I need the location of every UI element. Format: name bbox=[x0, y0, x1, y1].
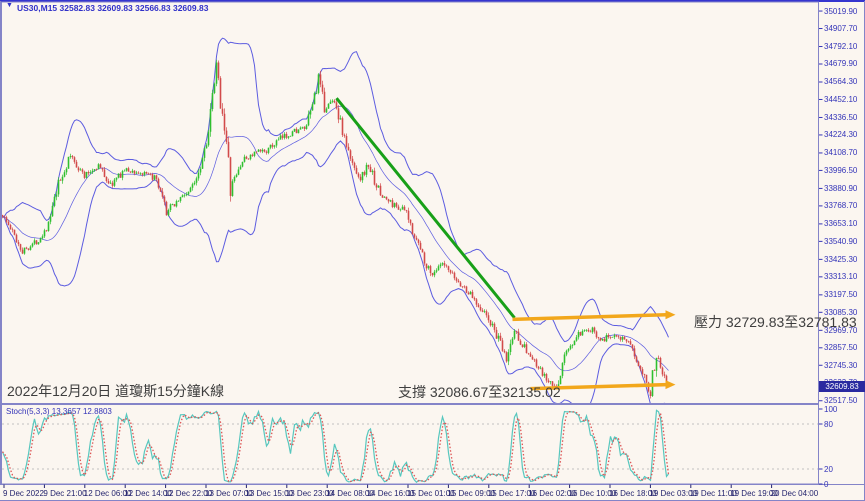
time-axis-label: 16 Dec 02:00 bbox=[528, 489, 576, 498]
price-axis-label: 33540.90 bbox=[824, 236, 858, 246]
stoch-plot-group bbox=[2, 409, 670, 484]
stoch-axis-label: 80 bbox=[824, 419, 833, 429]
price-axis-label: 34679.90 bbox=[824, 59, 858, 69]
time-axis-label: 13 Dec 23:00 bbox=[285, 489, 334, 498]
price-axis-label: 33880.90 bbox=[824, 183, 858, 193]
stoch-pane-frame bbox=[1, 404, 819, 485]
price-axis-label: 33425.30 bbox=[824, 254, 858, 264]
main-plot-group bbox=[2, 37, 676, 403]
time-axis-label: 9 Dec 21:00 bbox=[43, 489, 87, 498]
resistance-annotation: 壓力 32729.83至32781.83 bbox=[694, 314, 857, 330]
price-axis-label: 34336.50 bbox=[824, 112, 858, 122]
stoch-axis-label: 20 bbox=[824, 464, 833, 474]
bollinger-lower-line bbox=[2, 140, 666, 403]
time-axis-label: 19 Dec 11:00 bbox=[689, 489, 737, 498]
time-axis-label: 14 Dec 08:00 bbox=[326, 489, 374, 498]
candle-wicks-up bbox=[24, 59, 657, 397]
time-axis-label: 15 Dec 01:00 bbox=[407, 489, 455, 498]
stoch-d-line bbox=[2, 410, 670, 483]
price-axis-label: 34224.30 bbox=[824, 130, 858, 140]
time-axis-label: 16 Dec 10:00 bbox=[568, 489, 617, 498]
time-axis-label: 20 Dec 04:00 bbox=[770, 489, 819, 498]
time-axis-label: 19 Dec 03:00 bbox=[649, 489, 697, 498]
price-axis-label: 33996.50 bbox=[824, 165, 858, 175]
time-axis-label: 19 Dec 19:00 bbox=[730, 489, 778, 498]
date-annotation: 2022年12月20日 道瓊斯15分鐘K線 bbox=[7, 383, 225, 399]
time-axis-label: 12 Dec 22:00 bbox=[164, 489, 213, 498]
price-axis-label: 32745.30 bbox=[824, 360, 858, 370]
main-pane-frame bbox=[1, 1, 819, 404]
bollinger-middle-line bbox=[2, 105, 669, 372]
price-axis-label: 34792.10 bbox=[824, 42, 858, 52]
price-axis-label: 33313.10 bbox=[824, 272, 858, 282]
support-line-arrowhead bbox=[665, 380, 676, 390]
time-axis-label: 9 Dec 2022 bbox=[3, 489, 44, 498]
time-axis-label: 16 Dec 18:00 bbox=[609, 489, 657, 498]
price-axis-label: 32857.50 bbox=[824, 343, 858, 353]
support-line[interactable] bbox=[530, 382, 667, 391]
price-axis-label: 33653.10 bbox=[824, 219, 858, 229]
candle-bodies-down bbox=[2, 62, 670, 396]
stoch-k-line bbox=[2, 409, 669, 484]
bollinger-upper-line bbox=[2, 37, 669, 343]
chart-title-ohlc: US30,M15 32582.83 32609.83 32566.83 3260… bbox=[17, 3, 209, 13]
time-axis-label: 15 Dec 09:00 bbox=[447, 489, 495, 498]
resistance-line-arrowhead bbox=[665, 310, 676, 320]
stochastic-indicator-label: Stoch(5,3,3) 13.3657 12.8803 bbox=[6, 407, 112, 416]
trendline[interactable] bbox=[335, 97, 516, 319]
time-axis-label: 12 Dec 14:00 bbox=[124, 489, 172, 498]
price-axis-label: 34108.70 bbox=[824, 148, 858, 158]
price-axis-label: 34452.10 bbox=[824, 94, 858, 104]
time-axis-label: 12 Dec 06:00 bbox=[83, 489, 132, 498]
time-axis-label: 15 Dec 17:00 bbox=[487, 489, 536, 498]
stoch-axis-label: 100 bbox=[824, 404, 838, 414]
stoch-axis-label: 0 bbox=[824, 479, 829, 489]
time-axis-label: 13 Dec 07:00 bbox=[205, 489, 253, 498]
price-axis-label: 32517.50 bbox=[824, 396, 858, 406]
time-axis-label: 14 Dec 16:00 bbox=[366, 489, 415, 498]
resistance-line[interactable] bbox=[512, 312, 667, 322]
price-axis-label: 33197.50 bbox=[824, 290, 858, 300]
candle-wicks-down bbox=[2, 60, 669, 399]
chart-dropdown-icon[interactable]: ▼ bbox=[6, 2, 13, 9]
candle-bodies-up bbox=[23, 62, 658, 396]
price-axis-label: 34907.70 bbox=[824, 24, 858, 34]
time-axis-label: 13 Dec 15:00 bbox=[245, 489, 293, 498]
price-axis-label: 34564.30 bbox=[824, 77, 858, 87]
price-axis-label: 33768.70 bbox=[824, 201, 858, 211]
price-axis-label: 35019.90 bbox=[824, 6, 858, 16]
current-price-badge: 32609.83 bbox=[819, 381, 865, 392]
price-axis-label: 33085.30 bbox=[824, 307, 858, 317]
support-annotation: 支撐 32086.67至32135.02 bbox=[398, 384, 561, 400]
price-axis-label: 32969.70 bbox=[824, 325, 858, 335]
